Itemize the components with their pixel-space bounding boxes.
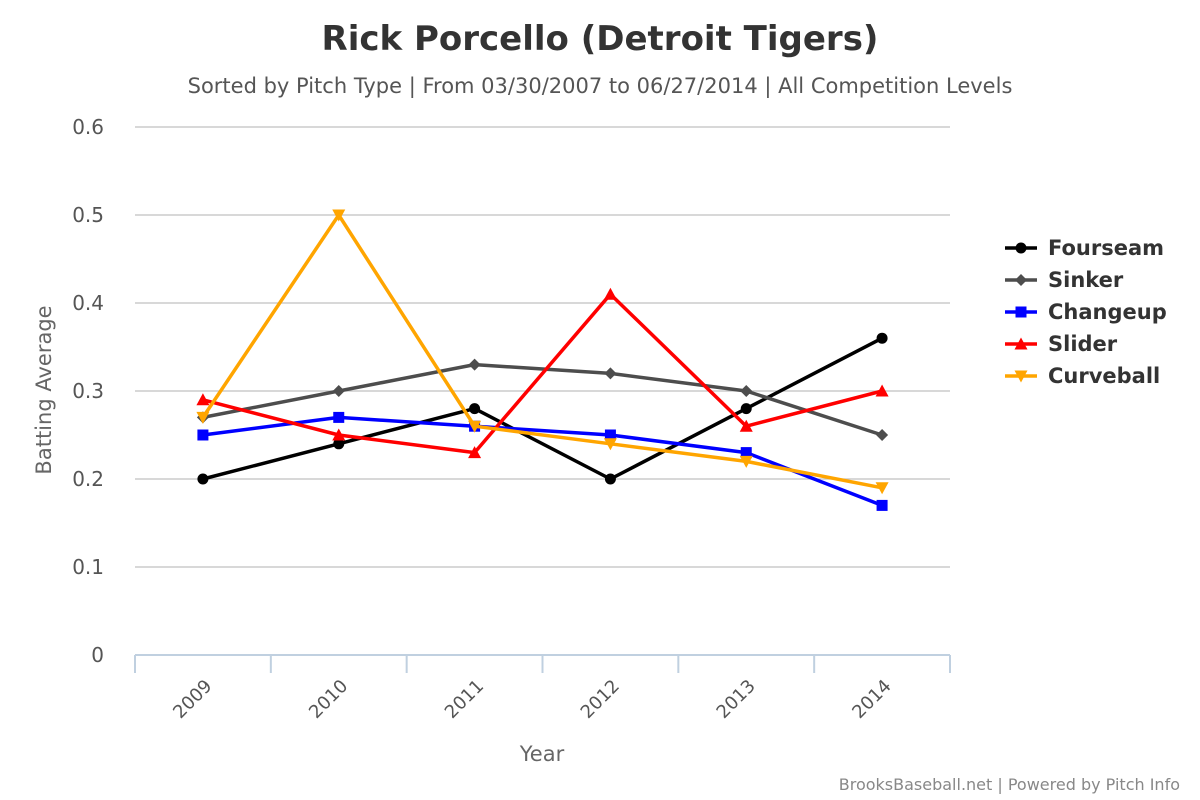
- data-point-slider[interactable]: [603, 287, 617, 300]
- data-point-fourseam[interactable]: [604, 473, 616, 485]
- data-point-sinker[interactable]: [332, 385, 345, 397]
- series-fourseam: [197, 332, 888, 485]
- series-curveball: [196, 209, 889, 495]
- series-line-curveball[interactable]: [201, 213, 883, 490]
- y-tick-label: 0.2: [72, 467, 104, 491]
- data-point-curveball[interactable]: [739, 455, 753, 468]
- data-point-slider[interactable]: [875, 384, 889, 397]
- legend-label: Changeup: [1048, 300, 1167, 324]
- data-point-sinker[interactable]: [468, 358, 481, 371]
- series-line-changeup[interactable]: [202, 415, 883, 508]
- legend-label: Slider: [1048, 332, 1118, 356]
- gridlines: [135, 126, 950, 568]
- data-point-changeup[interactable]: [876, 499, 888, 511]
- y-tick-label: 0.4: [72, 291, 104, 315]
- x-tick-label: 2014: [848, 676, 895, 723]
- y-axis-ticks: 0 0.1 0.2 0.3 0.4 0.5 0.6: [72, 115, 104, 667]
- data-point-changeup[interactable]: [740, 447, 752, 459]
- series-line-sinker[interactable]: [202, 362, 883, 437]
- data-point-curveball[interactable]: [332, 209, 346, 222]
- data-point-changeup[interactable]: [333, 411, 345, 423]
- series-line-fourseam[interactable]: [202, 336, 883, 481]
- chart-title: Rick Porcello (Detroit Tigers): [322, 19, 879, 59]
- data-point-curveball[interactable]: [196, 411, 210, 424]
- legend-item-fourseam[interactable]: Fourseam: [1005, 236, 1164, 260]
- legend-item-sinker[interactable]: Sinker: [1005, 268, 1124, 292]
- legend-item-curveball[interactable]: Curveball: [1005, 364, 1160, 388]
- y-tick-label: 0.1: [72, 555, 104, 579]
- data-point-fourseam[interactable]: [876, 332, 888, 344]
- legend: Fourseam Sinker Changeup Slider Curveball: [1005, 236, 1167, 388]
- legend-marker[interactable]: [1015, 274, 1027, 286]
- credits-text[interactable]: BrooksBaseball.net | Powered by Pitch In…: [839, 775, 1180, 794]
- legend-label: Curveball: [1048, 364, 1160, 388]
- data-point-changeup[interactable]: [197, 429, 209, 441]
- x-tick-label: 2010: [305, 676, 352, 723]
- data-point-slider[interactable]: [739, 419, 753, 432]
- data-point-sinker[interactable]: [876, 429, 889, 441]
- legend-label: Fourseam: [1048, 236, 1164, 260]
- data-point-changeup[interactable]: [604, 429, 616, 441]
- y-tick-label: 0.3: [72, 379, 104, 403]
- x-tick-label: 2012: [577, 676, 624, 723]
- series-lines: [196, 209, 889, 511]
- y-tick-label: 0: [91, 643, 104, 667]
- data-point-curveball[interactable]: [875, 482, 889, 495]
- data-point-slider[interactable]: [468, 446, 482, 459]
- x-tick-label: 2011: [441, 676, 488, 723]
- x-tick-label: 2009: [169, 676, 216, 723]
- legend-marker[interactable]: [1014, 337, 1028, 350]
- data-point-fourseam[interactable]: [197, 473, 209, 485]
- legend-marker[interactable]: [1014, 370, 1028, 383]
- series-line-slider[interactable]: [202, 292, 883, 455]
- data-point-sinker[interactable]: [604, 367, 617, 380]
- x-tick-label: 2013: [713, 676, 760, 723]
- y-axis-title: Batting Average: [32, 305, 56, 474]
- legend-label: Sinker: [1048, 268, 1124, 292]
- y-tick-label: 0.6: [72, 115, 104, 139]
- x-axis: 2009 2010 2011 2012 2013 2014: [134, 654, 951, 723]
- y-tick-label: 0.5: [72, 203, 104, 227]
- series-slider: [196, 287, 889, 459]
- legend-marker[interactable]: [1015, 242, 1027, 254]
- data-point-curveball[interactable]: [603, 438, 617, 451]
- data-point-curveball[interactable]: [468, 420, 482, 433]
- legend-item-changeup[interactable]: Changeup: [1005, 300, 1167, 324]
- data-point-slider[interactable]: [332, 428, 346, 441]
- data-point-slider[interactable]: [196, 393, 210, 406]
- data-point-fourseam[interactable]: [469, 403, 481, 415]
- chart-subtitle: Sorted by Pitch Type | From 03/30/2007 t…: [188, 74, 1013, 99]
- x-axis-title: Year: [519, 742, 565, 766]
- legend-item-slider[interactable]: Slider: [1005, 332, 1118, 356]
- data-point-fourseam[interactable]: [333, 438, 345, 450]
- data-point-sinker[interactable]: [740, 385, 753, 397]
- data-point-fourseam[interactable]: [740, 403, 752, 415]
- legend-marker[interactable]: [1015, 306, 1027, 318]
